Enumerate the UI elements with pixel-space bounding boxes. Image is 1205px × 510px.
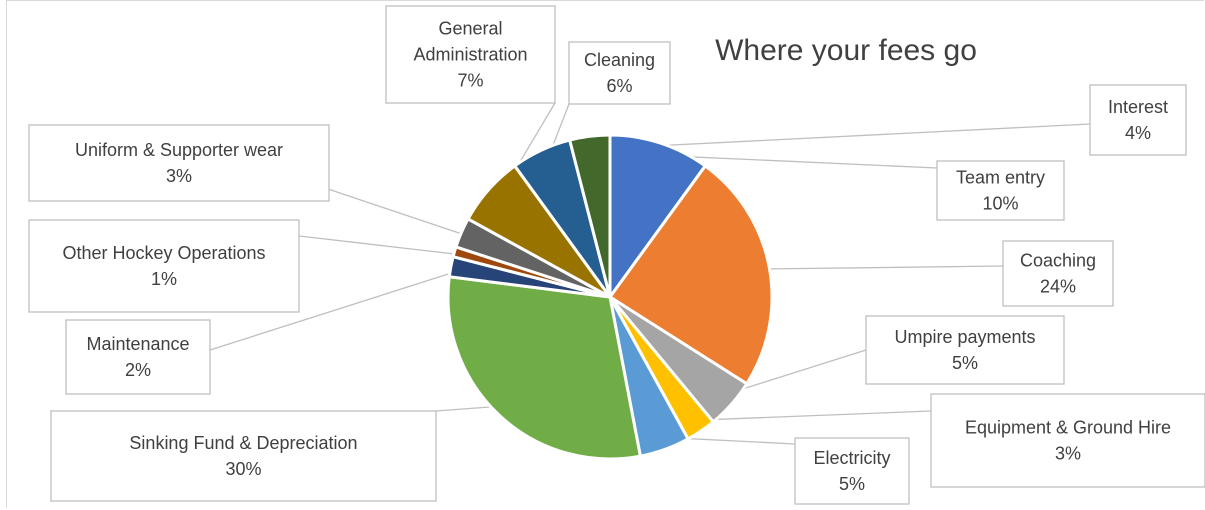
callout-sinking-fund-and-depreciation: Sinking Fund & Depreciation 30%	[50, 410, 437, 502]
callout-box-coaching	[1002, 240, 1114, 307]
slice-value-umpire-payments: 5%	[952, 353, 978, 373]
slice-value-cleaning: 6%	[606, 76, 632, 96]
callout-team-entry: Team entry 10%	[936, 160, 1065, 221]
slice-label-electricity: Electricity	[813, 448, 890, 468]
leader-line-team-entry	[656, 154, 938, 169]
callout-box-maintenance	[65, 319, 211, 395]
slice-label-umpire-payments: Umpire payments	[894, 327, 1035, 347]
callout-uniform-and-supporter-wear: Uniform & Supporter wear 3%	[28, 124, 330, 202]
callout-box-equipment-and-ground-hire	[930, 393, 1205, 488]
slice-value-equipment-and-ground-hire: 3%	[1055, 444, 1081, 464]
slice-value-sinking-fund-and-depreciation: 30%	[225, 459, 261, 479]
slice-team-entry	[608, 133, 708, 302]
slice-label-team-entry: Team entry	[956, 168, 1045, 188]
slice-sinking-fund-and-depreciation	[446, 275, 643, 461]
callout-box-sinking-fund-and-depreciation	[50, 410, 437, 502]
slice-label-uniform-and-supporter-wear: Uniform & Supporter wear	[75, 140, 283, 160]
slice-value-general-administration: 7%	[457, 71, 483, 91]
slice-label-coaching: Coaching	[1020, 251, 1096, 271]
callout-box-umpire-payments	[865, 315, 1065, 385]
slice-value-electricity: 5%	[839, 474, 865, 494]
slice-coaching	[607, 163, 774, 386]
leader-line-other-hockey-operations	[298, 235, 467, 257]
callout-interest: Interest 4%	[1089, 84, 1187, 156]
slice-label-cleaning: Cleaning	[584, 50, 655, 70]
slice-value-other-hockey-operations: 1%	[151, 269, 177, 289]
callout-box-interest	[1089, 84, 1187, 156]
chart-frame	[6, 0, 1204, 508]
callout-maintenance: Maintenance 2%	[65, 319, 211, 395]
slice-label-maintenance: Maintenance	[86, 334, 189, 354]
leader-line-maintenance	[209, 268, 464, 351]
pie-slices	[446, 133, 774, 461]
leader-line-umpire-payments	[721, 349, 867, 397]
callout-umpire-payments: Umpire payments 5%	[865, 315, 1065, 385]
leader-line-coaching	[756, 265, 1004, 270]
callout-cleaning: Cleaning 6%	[568, 41, 671, 105]
slice-label-equipment-and-ground-hire: Equipment & Ground Hire	[965, 418, 1171, 438]
slice-label-general-administration: General Administration	[413, 19, 527, 65]
leader-lines	[209, 102, 1091, 445]
callout-coaching: Coaching 24%	[1002, 240, 1114, 307]
slice-value-interest: 4%	[1125, 123, 1151, 143]
callout-general-administration: General Administration 7%	[385, 5, 556, 104]
leader-line-uniform-and-supporter-wear	[321, 186, 474, 239]
callout-box-cleaning	[568, 41, 671, 105]
callout-box-team-entry	[936, 160, 1065, 221]
callout-box-general-administration	[385, 5, 556, 104]
slice-value-team-entry: 10%	[982, 194, 1018, 214]
slice-value-coaching: 24%	[1040, 277, 1076, 297]
leader-line-interest	[591, 123, 1091, 150]
slice-interest	[567, 133, 612, 298]
callout-box-uniform-and-supporter-wear	[28, 124, 330, 202]
leader-line-equipment-and-ground-hire	[693, 410, 932, 421]
callout-electricity: Electricity 5%	[794, 437, 910, 505]
callout-other-hockey-operations: Other Hockey Operations 1%	[28, 219, 300, 313]
slice-value-uniform-and-supporter-wear: 3%	[166, 166, 192, 186]
chart-title: Where your fees go	[715, 34, 977, 67]
callout-equipment-and-ground-hire: Equipment & Ground Hire 3%	[930, 393, 1205, 488]
data-labels: Team entry 10% Coaching 24% Umpire payments 5…	[28, 5, 1205, 505]
callout-box-electricity	[794, 437, 910, 505]
slice-value-maintenance: 2%	[125, 360, 151, 380]
slice-label-sinking-fund-and-depreciation: Sinking Fund & Depreciation	[129, 433, 357, 453]
slice-label-interest: Interest	[1108, 97, 1168, 117]
callout-box-other-hockey-operations	[28, 219, 300, 313]
slice-label-other-hockey-operations: Other Hockey Operations	[62, 243, 265, 263]
